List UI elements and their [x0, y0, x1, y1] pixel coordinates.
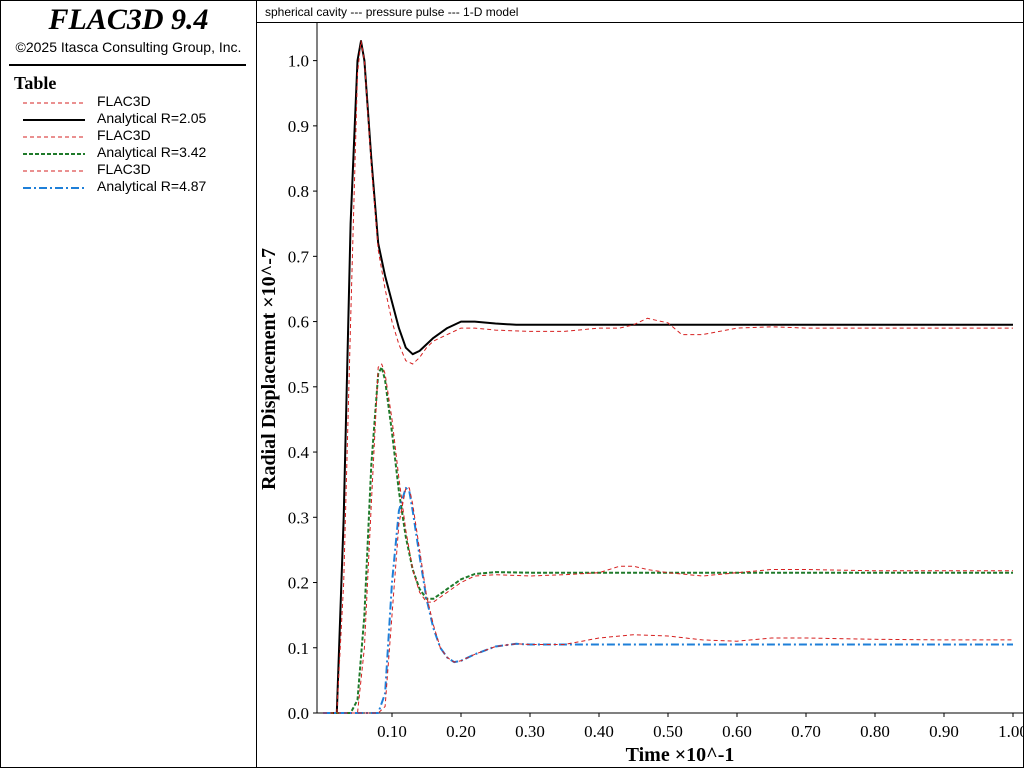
- y-tick-label: 1.0: [288, 52, 309, 71]
- y-tick-label: 0.9: [288, 117, 309, 136]
- legend-label: FLAC3D: [97, 161, 151, 177]
- chart-series-group: [323, 40, 1013, 714]
- title-divider: [9, 64, 246, 66]
- legend-swatch: [23, 153, 85, 155]
- x-axis-label: Time ×10^-1: [626, 744, 735, 766]
- y-tick-label: 0.4: [288, 443, 310, 462]
- y-axis-label: Radial Displacement ×10^-7: [258, 248, 280, 490]
- x-tick-label: 0.70: [791, 722, 821, 741]
- legend-item: Analytical R=3.42: [23, 144, 253, 162]
- series-line: [323, 487, 1013, 714]
- y-tick-label: 0.2: [288, 574, 309, 593]
- legend-label: Analytical R=4.87: [97, 178, 207, 194]
- legend-swatch: [23, 170, 85, 172]
- legend-title: Table: [14, 73, 57, 93]
- app-title: FLAC3D 9.4: [48, 3, 209, 36]
- legend-swatch: [23, 119, 85, 121]
- legend-label: Analytical R=2.05: [97, 110, 207, 126]
- plot-panel: spherical cavity --- pressure pulse --- …: [256, 0, 1024, 768]
- legend-item: Analytical R=2.05: [23, 110, 253, 128]
- series-line: [323, 40, 1013, 714]
- legend-swatch: [23, 136, 85, 138]
- legend-item: FLAC3D: [23, 93, 253, 111]
- legend-swatch: [23, 187, 85, 189]
- x-tick-label: 0.30: [515, 722, 545, 741]
- copyright-text: ©2025 Itasca Consulting Group, Inc.: [15, 39, 242, 55]
- y-tick-label: 0.8: [288, 182, 309, 201]
- x-tick-label: 0.90: [929, 722, 959, 741]
- plot-title-divider: [257, 22, 1023, 23]
- x-tick-label: 0.10: [377, 722, 407, 741]
- x-tick-label: 0.80: [860, 722, 890, 741]
- x-tick-label: 0.20: [446, 722, 476, 741]
- x-tick-label: 0.40: [584, 722, 614, 741]
- x-tick-label: 1.00: [998, 722, 1023, 741]
- y-tick-label: 0.5: [288, 378, 309, 397]
- legend-label: Analytical R=3.42: [97, 144, 207, 160]
- legend-item: FLAC3D: [23, 161, 253, 179]
- chart: 0.0 0.1 0.2 0.3 0.4 0.5 0.6 0.7 0.8 0.9 1.0 0.10 0.2…: [258, 22, 1023, 766]
- series-line: [323, 363, 1013, 714]
- y-tick-label: 0.1: [288, 639, 309, 658]
- chart-axes: 0.0 0.1 0.2 0.3 0.4 0.5 0.6 0.7 0.8 0.9 1.0 0.10 0.2…: [288, 22, 1023, 741]
- y-tick-label: 0.3: [288, 508, 309, 527]
- legend-label: FLAC3D: [97, 127, 151, 143]
- series-line: [323, 486, 1013, 714]
- y-tick-label: 0.6: [288, 313, 309, 332]
- x-tick-label: 0.60: [722, 722, 752, 741]
- x-tick-label: 0.50: [653, 722, 683, 741]
- y-tick-label: 0.7: [288, 247, 310, 266]
- plot-title: spherical cavity --- pressure pulse --- …: [265, 5, 519, 19]
- legend-label: FLAC3D: [97, 93, 151, 109]
- legend-item: FLAC3D: [23, 127, 253, 145]
- legend-item: Analytical R=4.87: [23, 178, 253, 196]
- legend-swatch: [23, 102, 85, 104]
- series-line: [323, 40, 1013, 714]
- y-tick-label: 0.0: [288, 704, 309, 723]
- series-line: [323, 366, 1013, 714]
- legend-panel: FLAC3D 9.4 ©2025 Itasca Consulting Group…: [0, 0, 256, 768]
